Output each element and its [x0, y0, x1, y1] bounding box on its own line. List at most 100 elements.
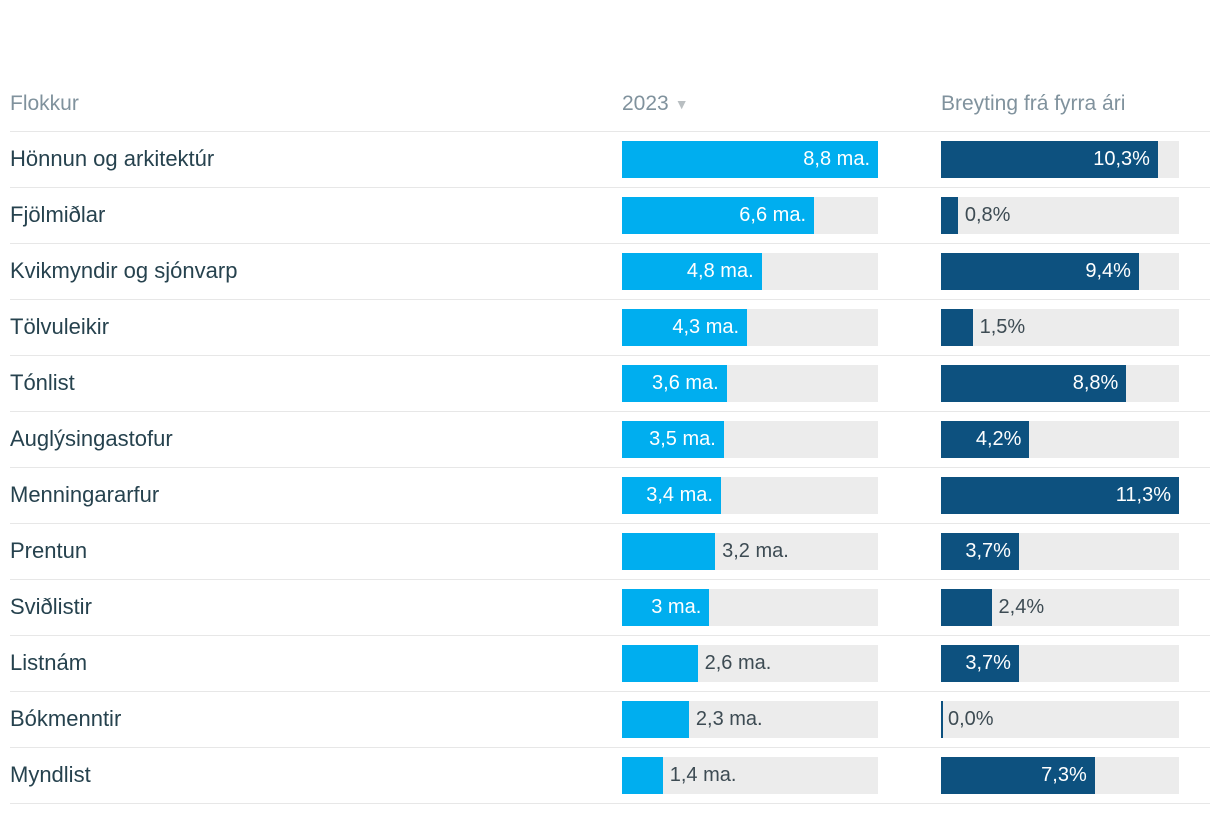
value-bar: 8,8 ma.: [622, 141, 878, 178]
value-bar: [622, 701, 689, 738]
change-bar-track: 0,0%: [941, 701, 1179, 738]
table-row: Myndlist 1,4 ma. 7,3%: [10, 748, 1210, 804]
value-bar-track: 6,6 ma.: [622, 197, 878, 234]
value-bar-cell: 3 ma.: [622, 589, 878, 626]
change-bar-label: 8,8%: [1072, 372, 1119, 394]
change-bar-cell: 4,2%: [941, 421, 1179, 458]
change-bar-cell: 0,0%: [941, 701, 1179, 738]
value-bar-track: 8,8 ma.: [622, 141, 878, 178]
value-bar-label: 2,3 ma.: [695, 708, 763, 730]
value-bar-label: 2,6 ma.: [704, 652, 772, 674]
table-row: Tónlist 3,6 ma. 8,8%: [10, 356, 1210, 412]
value-bar-label: 3,5 ma.: [649, 428, 716, 450]
column-header-category-label: Flokkur: [10, 91, 79, 115]
change-bar-track: 7,3%: [941, 757, 1179, 794]
change-bar-cell: 11,3%: [941, 477, 1179, 514]
change-bar-track: 1,5%: [941, 309, 1179, 346]
change-bar: 3,7%: [941, 645, 1019, 682]
value-bar-cell: 4,8 ma.: [622, 253, 878, 290]
change-bar: 11,3%: [941, 477, 1179, 514]
sort-descending-icon: ▼: [674, 95, 689, 112]
value-bar-track: 3,4 ma.: [622, 477, 878, 514]
change-bar-cell: 10,3%: [941, 141, 1179, 178]
value-bar-label: 3,6 ma.: [652, 372, 719, 394]
value-bar-cell: 2,3 ma.: [622, 701, 878, 738]
change-bar-cell: 0,8%: [941, 197, 1179, 234]
change-bar: [941, 197, 958, 234]
category-label: Kvikmyndir og sjónvarp: [10, 258, 238, 284]
change-bar-label: 9,4%: [1085, 260, 1131, 282]
value-bar: 3,5 ma.: [622, 421, 724, 458]
change-bar-label: 1,5%: [979, 316, 1026, 338]
change-bar-track: 9,4%: [941, 253, 1179, 290]
value-bar-cell: 3,6 ma.: [622, 365, 878, 402]
category-label: Fjölmiðlar: [10, 202, 106, 228]
change-bar: 8,8%: [941, 365, 1127, 402]
rows: Hönnun og arkitektúr 8,8 ma. 10,3% Fjölm…: [10, 132, 1210, 804]
category-label: Hönnun og arkitektúr: [10, 146, 215, 172]
value-bar-label: 1,4 ma.: [669, 764, 737, 786]
column-header-change-label: Breyting frá fyrra ári: [941, 91, 1126, 115]
value-bar-cell: 1,4 ma.: [622, 757, 878, 794]
value-bar-cell: 3,5 ma.: [622, 421, 878, 458]
change-bar: 4,2%: [941, 421, 1030, 458]
bar-chart-table: Flokkur 2023 ▼ Breyting frá fyrra ári Hön…: [10, 0, 1210, 804]
value-bar: 3,4 ma.: [622, 477, 721, 514]
table-row: Bókmenntir 2,3 ma. 0,0%: [10, 692, 1210, 748]
change-bar-label: 11,3%: [1115, 484, 1171, 506]
value-bar: 4,3 ma.: [622, 309, 748, 346]
value-bar-track: 3,6 ma.: [622, 365, 878, 402]
value-bar: [622, 757, 663, 794]
table-row: Listnám 2,6 ma. 3,7%: [10, 636, 1210, 692]
change-bar: 7,3%: [941, 757, 1095, 794]
change-bar-track: 10,3%: [941, 141, 1179, 178]
change-bar-label: 10,3%: [1093, 148, 1150, 170]
change-bar-label: 7,3%: [1041, 764, 1087, 786]
value-bar-label: 4,8 ma.: [686, 260, 754, 282]
value-bar-label: 3 ma.: [651, 596, 702, 618]
category-label: Menningararfur: [10, 482, 160, 508]
column-header-2023-label: 2023: [622, 91, 669, 115]
category-label: Tónlist: [10, 370, 75, 396]
change-bar-cell: 8,8%: [941, 365, 1179, 402]
change-bar-label: 4,2%: [975, 428, 1022, 450]
category-label: Tölvuleikir: [10, 314, 110, 340]
change-bar-label: 3,7%: [965, 652, 1011, 674]
table-row: Tölvuleikir 4,3 ma. 1,5%: [10, 300, 1210, 356]
change-bar: 10,3%: [941, 141, 1158, 178]
change-bar-track: 8,8%: [941, 365, 1179, 402]
value-bar-label: 6,6 ma.: [739, 204, 806, 226]
value-bar-cell: 2,6 ma.: [622, 645, 878, 682]
value-bar: 4,8 ma.: [622, 253, 762, 290]
value-bar: 3 ma.: [622, 589, 710, 626]
change-bar-cell: 3,7%: [941, 645, 1179, 682]
table-row: Menningararfur 3,4 ma. 11,3%: [10, 468, 1210, 524]
value-bar-track: 3 ma.: [622, 589, 878, 626]
change-bar-cell: 7,3%: [941, 757, 1179, 794]
value-bar-cell: 6,6 ma.: [622, 197, 878, 234]
value-bar-track: 3,5 ma.: [622, 421, 878, 458]
value-bar-label: 4,3 ma.: [672, 316, 740, 338]
value-bar-track: 3,2 ma.: [622, 533, 878, 570]
table-row: Fjölmiðlar 6,6 ma. 0,8%: [10, 188, 1210, 244]
category-label: Bókmenntir: [10, 706, 122, 732]
table-row: Sviðlistir 3 ma. 2,4%: [10, 580, 1210, 636]
change-bar-label: 2,4%: [998, 596, 1045, 618]
value-bar: [622, 645, 698, 682]
change-bar-track: 0,8%: [941, 197, 1179, 234]
change-bar-track: 11,3%: [941, 477, 1179, 514]
change-bar-cell: 9,4%: [941, 253, 1179, 290]
value-bar-cell: 4,3 ma.: [622, 309, 878, 346]
column-header-change: Breyting frá fyrra ári: [941, 91, 1179, 117]
table-header-row: Flokkur 2023 ▼ Breyting frá fyrra ári: [10, 0, 1210, 132]
value-bar-track: 4,8 ma.: [622, 253, 878, 290]
value-bar-track: 2,3 ma.: [622, 701, 878, 738]
change-bar-track: 3,7%: [941, 533, 1179, 570]
change-bar-cell: 1,5%: [941, 309, 1179, 346]
value-bar-label: 3,4 ma.: [646, 484, 713, 506]
change-bar: 9,4%: [941, 253, 1139, 290]
column-header-2023[interactable]: 2023 ▼: [622, 91, 878, 117]
value-bar: 6,6 ma.: [622, 197, 814, 234]
change-bar-track: 2,4%: [941, 589, 1179, 626]
value-bar-cell: 3,2 ma.: [622, 533, 878, 570]
